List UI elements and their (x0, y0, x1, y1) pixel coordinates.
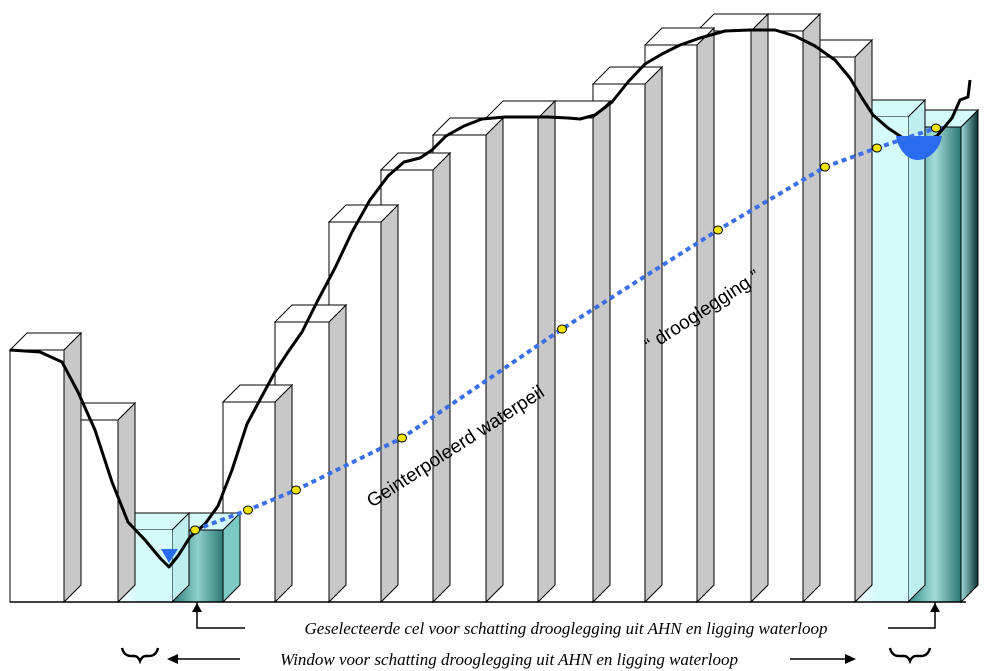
cell-side-face (854, 38, 873, 604)
water-level-point (713, 225, 723, 235)
left-brace-icon (120, 647, 160, 665)
cell-side-face (328, 303, 347, 604)
window-caption: Window voor schatting drooglegging uit A… (280, 650, 738, 669)
arrow-left-icon (167, 654, 178, 664)
arrow-up-icon (192, 603, 202, 612)
ahn-cells (8, 12, 980, 604)
water-level-point (931, 123, 941, 133)
cell-side-face (592, 99, 611, 604)
cell-side-face (485, 116, 504, 604)
arrow-right-icon (845, 654, 856, 664)
selected-cell-caption: Geselecteerde cel voor schatting droogle… (305, 619, 828, 638)
ahn-cell (9, 349, 65, 603)
arrow-up-icon (930, 603, 940, 612)
water-level-point (291, 485, 301, 495)
cell-side-face (960, 108, 979, 604)
water-level-point (243, 505, 253, 515)
water-level-points (190, 123, 941, 535)
interpolated-water-level-line (194, 126, 937, 532)
terrain-profile-line (9, 28, 972, 569)
water-level-point (190, 525, 200, 535)
cell-side-face (380, 203, 399, 604)
water-left-triangle (161, 549, 178, 563)
water-level-point (872, 143, 882, 153)
cell-side-face (432, 151, 451, 604)
water-right-basin (896, 136, 942, 160)
cell-side-face (750, 12, 769, 604)
cell-side-face (907, 98, 926, 604)
water-level-point (397, 433, 407, 443)
right-brace-icon (888, 647, 932, 665)
water-level-point (557, 324, 567, 334)
selected-cell-bracket (192, 602, 940, 629)
water-level-point (820, 162, 830, 172)
cell-side-face (802, 12, 821, 604)
cell-side-face (537, 99, 556, 604)
